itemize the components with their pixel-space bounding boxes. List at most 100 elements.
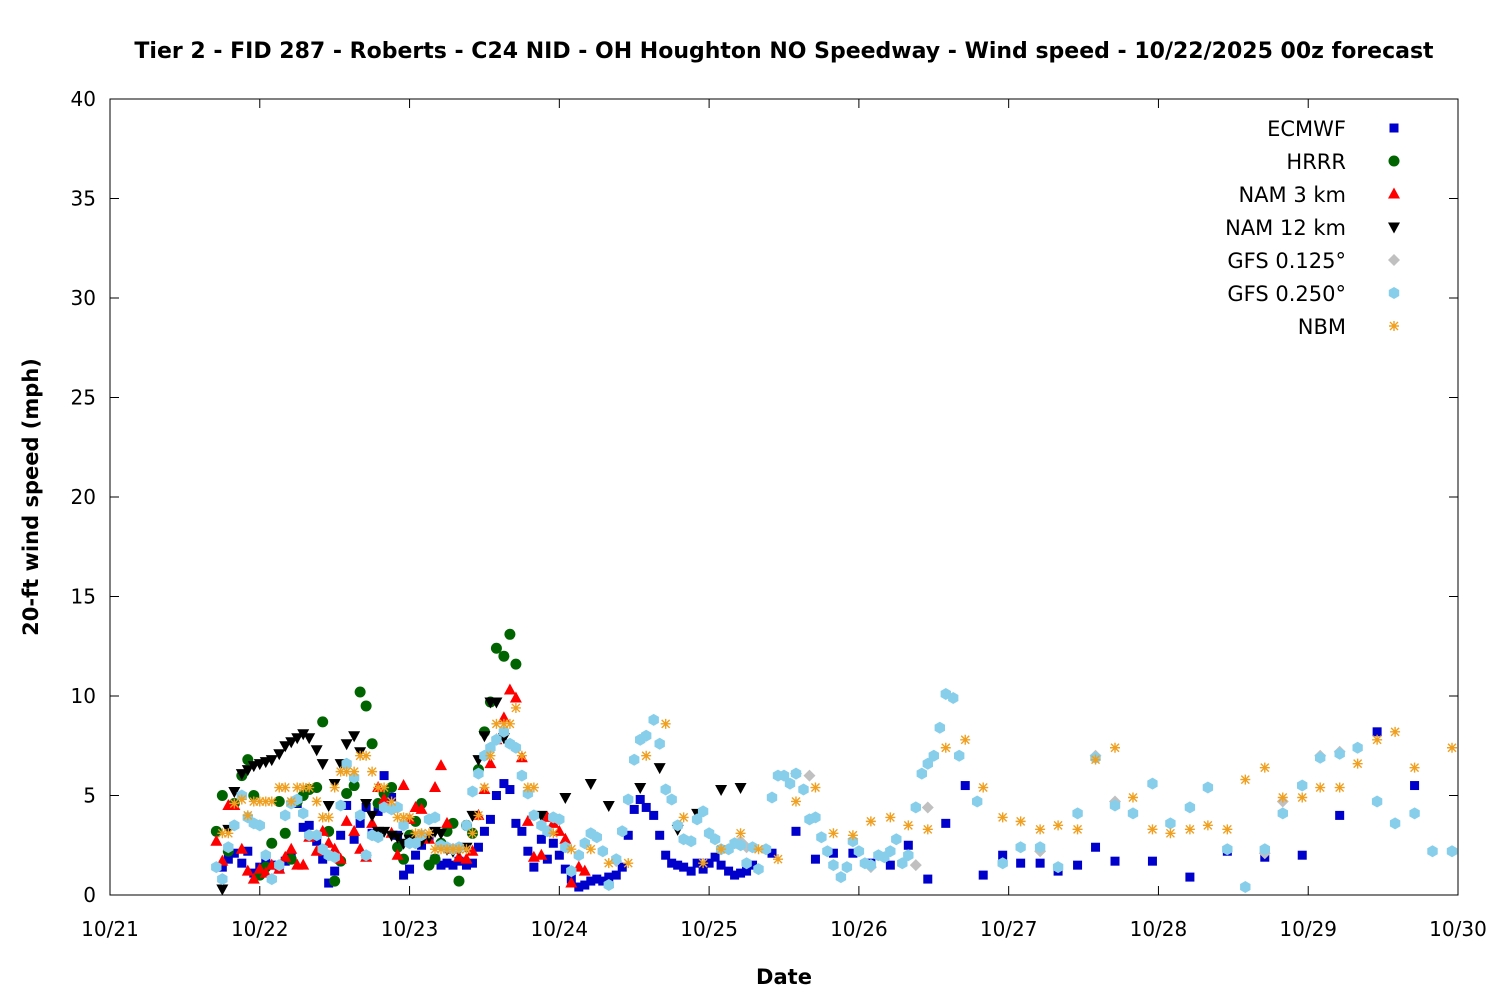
data-point-ecmwf: [598, 876, 608, 886]
data-point-nam-3-km: [484, 757, 497, 769]
data-point-ecmwf: [223, 854, 233, 864]
data-point-gfs-0-250: [1222, 843, 1233, 856]
data-point-gfs-0-250: [429, 811, 441, 824]
chart-title: Tier 2 - FID 287 - Roberts - C24 NID - O…: [134, 39, 1434, 64]
data-point-nbm: [341, 766, 352, 777]
data-point-gfs-0-250: [934, 721, 945, 734]
data-point-gfs-0-250: [1371, 795, 1383, 808]
data-point-nam-12-km: [241, 765, 254, 777]
data-point-ecmwf: [298, 822, 308, 832]
data-point-gfs-0-250: [560, 841, 571, 854]
data-point-nbm: [1110, 742, 1121, 753]
y-tick-label: 10: [71, 684, 96, 708]
data-point-nam-3-km: [452, 850, 465, 862]
data-point-nbm: [361, 750, 372, 761]
data-point-ecmwf: [998, 850, 1008, 860]
data-point-ecmwf: [810, 854, 820, 864]
legend-marker: [1388, 254, 1400, 266]
data-point-gfs-0-250: [1202, 781, 1214, 794]
data-point-ecmwf: [748, 860, 758, 870]
data-point-gfs-0-250: [1240, 881, 1251, 893]
x-tick-label: 10/23: [381, 917, 439, 941]
data-point-nbm: [274, 782, 285, 793]
data-point-hrrr: [429, 853, 441, 865]
data-point-hrrr: [490, 642, 502, 654]
data-point-nbm: [641, 750, 652, 761]
data-point-gfs-0-250: [597, 845, 608, 858]
x-tick-label: 10/28: [1130, 917, 1188, 941]
data-point-nbm: [773, 854, 784, 865]
data-point-ecmwf: [1335, 810, 1345, 820]
data-point-ecmwf: [473, 842, 483, 852]
data-point-gfs-0-250: [1352, 741, 1363, 754]
data-point-ecmwf: [828, 848, 838, 858]
data-point-gfs-0-250: [1127, 807, 1139, 820]
data-point-nbm: [416, 828, 427, 839]
data-point-hrrr: [341, 788, 353, 800]
y-tick-label: 40: [71, 87, 96, 111]
x-axis-label: Date: [756, 965, 812, 989]
data-point-ecmwf: [649, 810, 659, 820]
data-point-nam-3-km: [235, 842, 248, 854]
data-point-ecmwf: [411, 850, 421, 860]
data-point-gfs-0-250: [372, 831, 384, 844]
data-point-hrrr: [210, 825, 222, 837]
data-point-ecmwf: [536, 834, 546, 844]
data-point-nam-12-km: [634, 783, 647, 795]
data-point-nbm: [329, 782, 340, 793]
data-point-nam-12-km: [490, 697, 503, 709]
data-point-nam-12-km: [466, 810, 479, 822]
data-point-nbm: [1184, 824, 1195, 835]
data-point-nbm: [960, 734, 971, 745]
legend-label: GFS 0.250°: [1227, 282, 1346, 306]
data-point-gfs-0-250: [916, 767, 927, 780]
data-point-nbm: [491, 718, 502, 729]
y-tick-label: 35: [71, 187, 96, 211]
data-point-nbm: [1147, 824, 1158, 835]
data-point-ecmwf: [641, 802, 651, 812]
data-point-nbm: [367, 766, 378, 777]
data-point-nam-12-km: [228, 787, 241, 799]
y-tick-label: 30: [71, 286, 96, 310]
data-point-gfs-0-250: [835, 871, 847, 884]
x-tick-label: 10/27: [980, 917, 1038, 941]
data-point-nbm: [1090, 754, 1101, 765]
data-point-nam-3-km: [348, 824, 361, 836]
data-point-nam-12-km: [235, 769, 248, 781]
y-tick-label: 0: [83, 883, 96, 907]
data-point-gfs-0-250: [292, 793, 303, 806]
data-point-nbm: [922, 824, 933, 835]
data-point-gfs-0-250: [865, 859, 877, 872]
data-point-nam-12-km: [378, 826, 391, 838]
data-point-gfs-0-250: [928, 749, 939, 762]
data-point-ecmwf: [960, 781, 970, 791]
data-point-nam-12-km: [310, 745, 323, 757]
data-point-ecmwf: [217, 862, 227, 872]
data-point-nbm: [373, 782, 384, 793]
data-point-gfs-0-250: [266, 873, 277, 886]
data-point-nam-3-km: [503, 683, 516, 695]
data-point-hrrr: [366, 738, 378, 750]
data-point-ecmwf: [243, 846, 253, 856]
legend: ECMWF HRRR NAM 3 km NAM 12 km GFS 0.125° GFS …: [1225, 117, 1400, 339]
data-point-ecmwf: [1035, 858, 1045, 868]
data-point-gfs-0-250: [542, 825, 553, 838]
data-point-ecmwf: [336, 830, 346, 840]
data-point-ecmwf: [623, 830, 633, 840]
data-point-ecmwf: [923, 874, 933, 884]
data-point-nbm: [1334, 782, 1345, 793]
data-point-nbm: [286, 796, 297, 807]
data-point-nam-3-km: [397, 779, 410, 791]
data-point-ecmwf: [505, 785, 515, 795]
data-point-nbm: [467, 828, 478, 839]
data-point-nam-3-km: [509, 691, 522, 703]
data-point-hrrr: [441, 825, 453, 837]
data-point-ecmwf: [629, 804, 639, 814]
data-point-gfs-0-250: [1015, 841, 1026, 854]
data-point-hrrr: [279, 827, 291, 839]
data-point-gfs-0-250: [897, 857, 908, 870]
data-point-ecmwf: [704, 858, 714, 868]
data-point-nbm: [410, 828, 421, 839]
data-point-hrrr: [311, 782, 323, 794]
